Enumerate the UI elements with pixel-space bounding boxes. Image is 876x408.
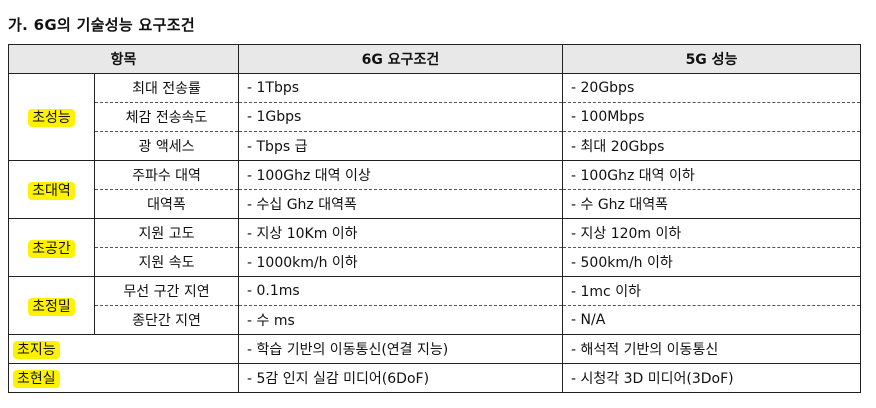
- category-label: 초정밀: [28, 297, 75, 316]
- perf5g-cell: - N/A: [562, 305, 861, 335]
- category-cell: 초정밀: [8, 276, 95, 335]
- item-cell: 무선 구간 지연: [94, 276, 239, 306]
- table-row: 체감 전송속도 - 1Gbps - 100Mbps: [9, 102, 861, 132]
- table-row: 초성능 최대 전송률 - 1Tbps - 20Gbps: [8, 73, 861, 161]
- perf5g-cell: - 시청각 3D 미디어(3DoF): [562, 363, 861, 393]
- cropped-text-remnant: [16, 0, 256, 6]
- perf5g-cell: - 1mc 이하: [562, 276, 861, 306]
- item-cell: 최대 전송률: [94, 73, 239, 103]
- item-cell: 체감 전송속도: [94, 102, 239, 132]
- category-cell: 초현실: [8, 363, 239, 393]
- perf5g-cell: - 수 Ghz 대역폭: [562, 189, 861, 219]
- item-cell: 지원 고도: [94, 218, 239, 248]
- perf5g-cell: - 100Mbps: [562, 102, 861, 132]
- table-row: 지원 속도 - 1000km/h 이하 - 500km/h 이하: [9, 247, 861, 277]
- category-label: 초대역: [28, 181, 75, 200]
- perf5g-cell: - 최대 20Gbps: [562, 131, 861, 161]
- perf5g-cell: - 해석적 기반의 이동통신: [562, 334, 861, 364]
- category-label: 초성능: [28, 109, 75, 127]
- table-row: 초현실 - 5감 인지 실감 미디어(6DoF) - 시청각 3D 미디어(3D…: [8, 363, 861, 393]
- item-cell: 광 액세스: [94, 131, 239, 161]
- table-row: 초공간 지원 고도 - 지상 10Km 이하 - 지상 120m 이하: [8, 218, 861, 277]
- category-label: 초지능: [13, 341, 60, 359]
- table-row: 대역폭 - 수십 Ghz 대역폭 - 수 Ghz 대역폭: [9, 189, 861, 219]
- requirements-table: 항목 6G 요구조건 5G 성능 초성능 최대 전송률 - 1Tbps - 20…: [8, 44, 861, 393]
- category-cell: 초대역: [8, 160, 95, 219]
- table-row: 종단간 지연 - 수 ms - N/A: [9, 305, 861, 335]
- perf5g-cell: - 20Gbps: [562, 73, 861, 103]
- category-cell: 초공간: [8, 218, 95, 277]
- item-cell: 종단간 지연: [94, 305, 239, 335]
- header-item: 항목: [8, 44, 239, 74]
- perf5g-cell: - 500km/h 이하: [562, 247, 861, 277]
- req6g-cell: - 5감 인지 실감 미디어(6DoF): [238, 363, 563, 393]
- req6g-cell: - 학습 기반의 이동통신(연결 지능): [238, 334, 563, 364]
- table-row: 초정밀 무선 구간 지연 - 0.1ms - 1mc 이하: [8, 276, 861, 335]
- req6g-cell: - 1000km/h 이하: [238, 247, 563, 277]
- req6g-cell: - 100Ghz 대역 이상: [238, 160, 563, 190]
- item-cell: 주파수 대역: [94, 160, 239, 190]
- perf5g-cell: - 100Ghz 대역 이하: [562, 160, 861, 190]
- req6g-cell: - Tbps 급: [238, 131, 563, 161]
- table-header-row: 항목 6G 요구조건 5G 성능: [8, 44, 861, 74]
- req6g-cell: - 1Tbps: [238, 73, 563, 103]
- req6g-cell: - 수십 Ghz 대역폭: [238, 189, 563, 219]
- perf5g-cell: - 지상 120m 이하: [562, 218, 861, 248]
- item-cell: 지원 속도: [94, 247, 239, 277]
- req6g-cell: - 0.1ms: [238, 276, 563, 306]
- req6g-cell: - 지상 10Km 이하: [238, 218, 563, 248]
- category-label: 초현실: [13, 370, 60, 388]
- header-5g: 5G 성능: [562, 44, 861, 74]
- table-row: 초지능 - 학습 기반의 이동통신(연결 지능) - 해석적 기반의 이동통신: [8, 334, 861, 364]
- table-row: 초대역 주파수 대역 - 100Ghz 대역 이상 - 100Ghz 대역 이하: [8, 160, 861, 219]
- header-6g: 6G 요구조건: [238, 44, 563, 74]
- category-cell: 초성능: [8, 73, 95, 161]
- req6g-cell: - 수 ms: [238, 305, 563, 335]
- req6g-cell: - 1Gbps: [238, 102, 563, 132]
- item-cell: 대역폭: [94, 189, 239, 219]
- table-row: 광 액세스 - Tbps 급 - 최대 20Gbps: [9, 131, 861, 161]
- section-heading: 가. 6G의 기술성능 요구조건: [8, 16, 195, 34]
- category-cell: 초지능: [8, 334, 239, 364]
- category-label: 초공간: [28, 239, 75, 258]
